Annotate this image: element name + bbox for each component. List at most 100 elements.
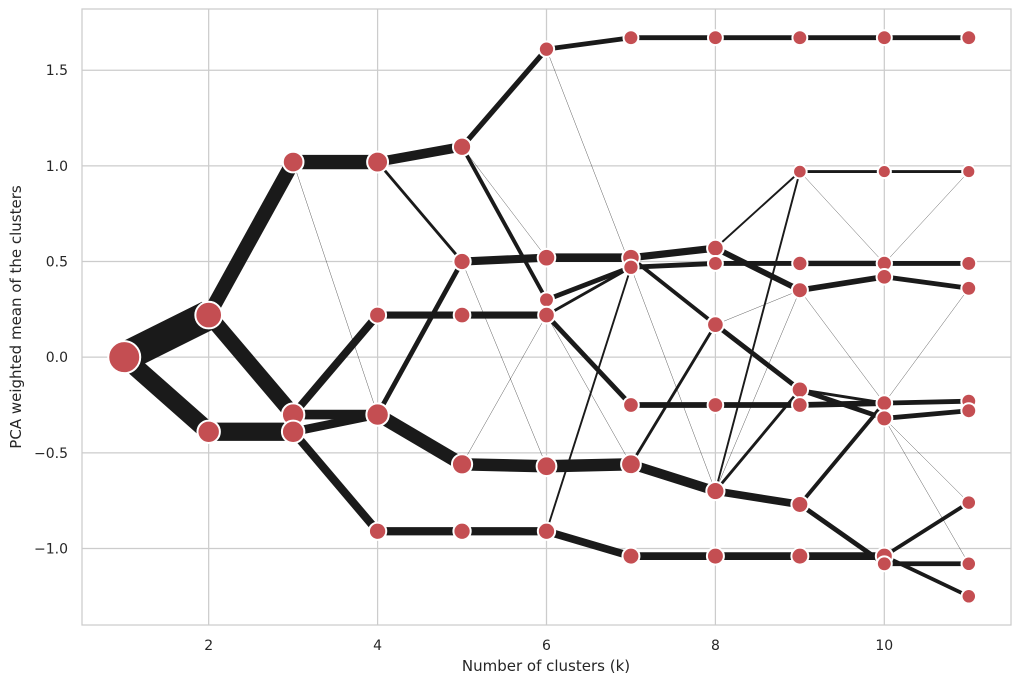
cluster-node xyxy=(107,340,142,375)
cluster-node xyxy=(960,494,978,511)
cluster-node xyxy=(622,258,640,276)
cluster-edge xyxy=(546,315,632,465)
cluster-edge xyxy=(629,323,717,466)
cluster-edge xyxy=(883,500,970,558)
cluster-node xyxy=(875,29,893,47)
cluster-node xyxy=(790,546,810,566)
cluster-node xyxy=(706,254,724,272)
cluster-edge xyxy=(374,408,466,471)
cluster-edge xyxy=(714,245,802,293)
cluster-edge xyxy=(799,400,885,408)
cluster-node xyxy=(875,267,894,286)
y-tick-label: 1.5 xyxy=(46,63,68,79)
y-tick-label: 0.5 xyxy=(46,255,68,271)
cluster-edge xyxy=(884,171,969,264)
cluster-node xyxy=(790,494,810,514)
cluster-node xyxy=(366,150,390,174)
cluster-edge xyxy=(715,290,800,325)
cluster-node xyxy=(961,164,977,180)
cluster-node xyxy=(875,394,894,412)
y-tick-label: −0.5 xyxy=(34,446,68,462)
cluster-node xyxy=(960,555,978,573)
cluster-node xyxy=(876,164,892,180)
cluster-node xyxy=(537,40,556,58)
x-tick-labels: 2 4 6 8 10 xyxy=(204,638,893,654)
x-tick-label: 8 xyxy=(711,638,720,654)
cluster-edge xyxy=(461,458,547,473)
x-tick-label: 2 xyxy=(204,638,213,654)
cluster-edge xyxy=(884,398,969,406)
cluster-node xyxy=(280,419,306,444)
cluster-edge xyxy=(376,142,463,167)
cluster-node xyxy=(790,281,809,300)
cluster-node xyxy=(452,251,472,272)
cluster-node xyxy=(538,291,555,309)
cluster-edge xyxy=(630,267,716,492)
cluster-edge xyxy=(118,350,215,439)
cluster-node xyxy=(875,555,893,573)
cluster-edge xyxy=(292,161,378,415)
y-tick-label: −1.0 xyxy=(34,541,68,557)
x-tick-label: 4 xyxy=(373,638,382,654)
x-axis-label: Number of clusters (k) xyxy=(462,657,630,675)
cluster-node xyxy=(706,238,725,258)
cluster-edge xyxy=(883,274,970,291)
cluster-edge xyxy=(202,310,299,420)
cluster-node xyxy=(792,163,808,180)
cluster-node xyxy=(450,453,474,476)
cluster-node xyxy=(960,402,978,420)
cluster-node xyxy=(791,29,809,47)
x-tick-label: 10 xyxy=(875,638,893,654)
cluster-node xyxy=(452,521,472,541)
cluster-node xyxy=(621,546,641,566)
y-tick-label: 0.0 xyxy=(46,350,68,366)
cluster-node xyxy=(368,305,388,325)
cluster-node xyxy=(536,521,557,541)
cluster-node xyxy=(535,455,558,478)
cluster-edge xyxy=(546,49,632,268)
cluster-node xyxy=(196,419,221,444)
y-tick-labels: −1.0 −0.5 0.0 0.5 1.0 1.5 xyxy=(34,63,68,557)
cluster-node xyxy=(960,279,978,297)
cluster-edge xyxy=(461,146,547,258)
cluster-node xyxy=(706,396,725,414)
cluster-node xyxy=(960,254,978,272)
cluster-node xyxy=(706,29,724,47)
cluster-node xyxy=(622,396,640,414)
cluster-node xyxy=(451,136,473,157)
cluster-edge xyxy=(884,288,969,404)
cluster-edge xyxy=(714,171,801,492)
cluster-edge xyxy=(545,527,633,560)
cluster-node xyxy=(367,521,388,541)
cluster-node xyxy=(536,247,557,268)
cluster-edge xyxy=(545,266,632,532)
cluster-edge xyxy=(290,312,381,418)
x-tick-label: 6 xyxy=(542,638,551,654)
cluster-edge xyxy=(630,261,716,270)
cluster-edge xyxy=(546,458,632,473)
y-tick-label: 1.0 xyxy=(46,159,68,175)
cluster-edge xyxy=(460,47,549,149)
cluster-edge xyxy=(546,35,632,52)
cluster-edge xyxy=(461,315,547,465)
cluster-edge xyxy=(799,171,885,264)
cluster-node xyxy=(537,305,556,325)
cluster-node xyxy=(791,396,809,414)
cluster-node xyxy=(452,305,472,325)
cluster-edge xyxy=(798,401,886,506)
cluster-edge xyxy=(461,253,547,266)
cluster-node xyxy=(705,480,726,502)
cluster-node xyxy=(960,588,978,605)
cluster-node xyxy=(705,546,725,566)
cluster-node xyxy=(194,300,224,330)
cluster-edge xyxy=(545,265,632,303)
cluster-node xyxy=(875,409,894,428)
cluster-edge xyxy=(376,161,464,263)
cluster-edge xyxy=(715,290,801,492)
cluster-node xyxy=(790,380,810,399)
cluster-edge xyxy=(713,322,802,392)
cluster-edge xyxy=(544,313,633,407)
cluster-edge xyxy=(460,145,549,301)
plot-frame xyxy=(81,8,1012,626)
